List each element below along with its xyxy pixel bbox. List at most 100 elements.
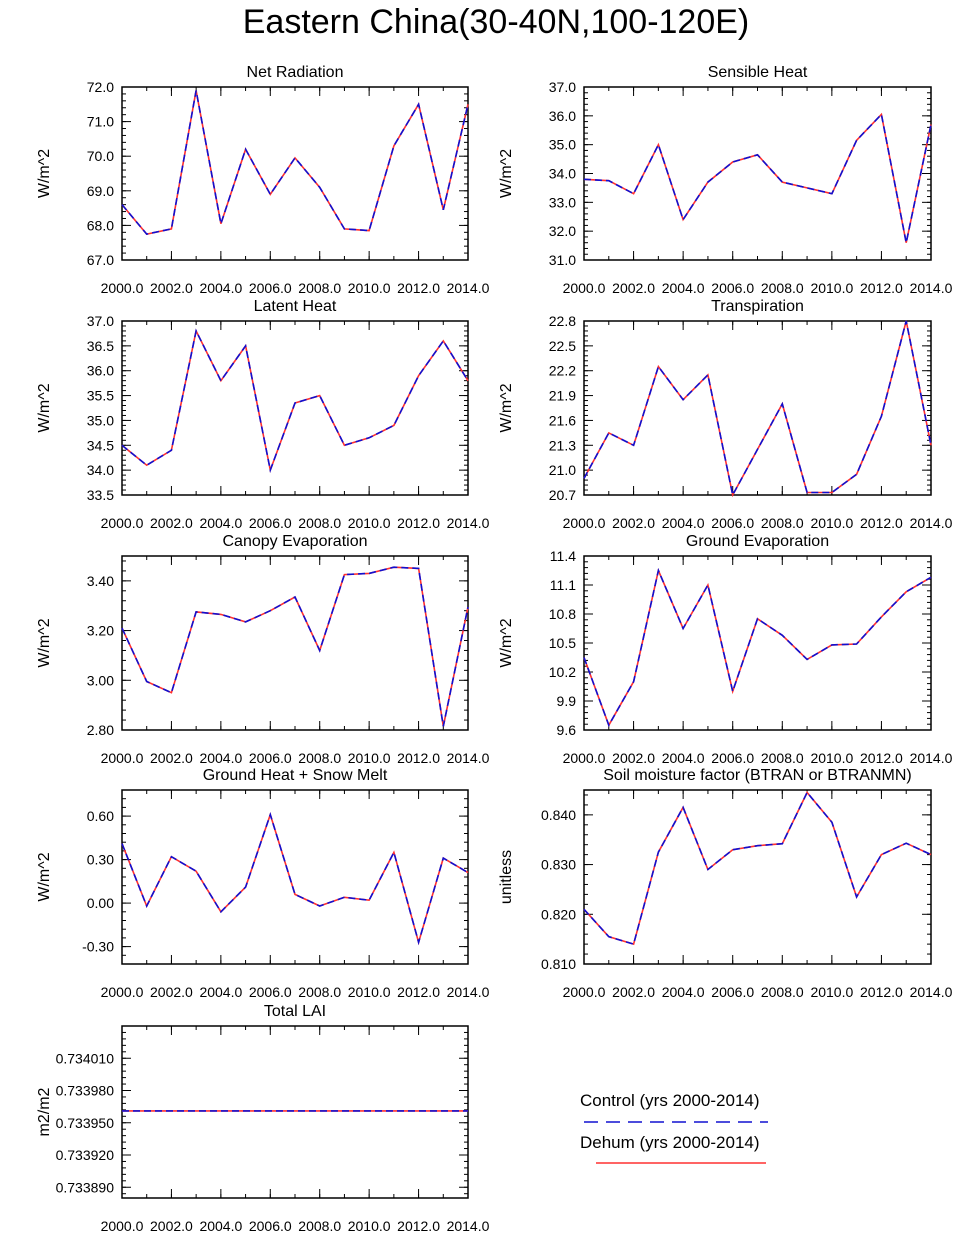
y-tick-label: 0.830 xyxy=(541,857,576,873)
x-tick-label: 2000.0 xyxy=(563,750,606,766)
y-tick-label: 68.0 xyxy=(87,217,114,233)
y-axis-label: W/m^2 xyxy=(36,852,53,901)
x-tick-label: 2004.0 xyxy=(662,515,705,531)
x-tick-label: 2008.0 xyxy=(761,984,804,1000)
series-line-dehum xyxy=(121,328,469,474)
x-tick-label: 2014.0 xyxy=(447,515,490,531)
x-tick-label: 2008.0 xyxy=(298,515,341,531)
panel-title: Ground Evaporation xyxy=(686,533,829,550)
y-tick-label: 34.0 xyxy=(549,166,576,182)
x-tick-label: 2012.0 xyxy=(397,515,440,531)
x-tick-label: 2010.0 xyxy=(348,984,391,1000)
x-tick-label: 2002.0 xyxy=(612,984,655,1000)
x-tick-label: 2002.0 xyxy=(150,515,193,531)
x-tick-label: 2014.0 xyxy=(910,515,953,531)
x-tick-label: 2006.0 xyxy=(711,750,754,766)
plot-frame xyxy=(121,86,469,261)
x-tick-label: 2012.0 xyxy=(397,750,440,766)
y-tick-label: 71.0 xyxy=(87,114,114,130)
y-tick-label: 22.5 xyxy=(549,338,576,354)
plot-frame xyxy=(583,555,932,731)
x-tick-label: 2002.0 xyxy=(150,984,193,1000)
series-line-dehum xyxy=(121,812,469,946)
y-tick-label: 0.733950 xyxy=(56,1115,115,1131)
y-tick-label: 21.3 xyxy=(549,437,576,453)
x-tick-label: 2000.0 xyxy=(563,984,606,1000)
y-tick-label: -0.30 xyxy=(82,939,114,955)
panel-9: Total LAI m2/m2 2000.0 2002.0 2004.0 2006.0 20… xyxy=(36,1003,490,1233)
y-tick-label: 3.20 xyxy=(87,623,114,639)
x-tick-label: 2000.0 xyxy=(101,984,144,1000)
legend: Control (yrs 2000-2014) Dehum (yrs 2000-… xyxy=(580,1091,768,1164)
legend-control-label: Control (yrs 2000-2014) xyxy=(580,1091,760,1110)
y-tick-label: 70.0 xyxy=(87,148,114,164)
y-axis-label: W/m^2 xyxy=(498,383,515,432)
y-tick-label: 2.80 xyxy=(87,722,114,738)
y-tick-label: 10.8 xyxy=(549,606,576,622)
y-tick-label: 72.0 xyxy=(87,79,114,95)
y-tick-label: 0.733980 xyxy=(56,1083,115,1099)
x-tick-label: 2008.0 xyxy=(298,750,341,766)
y-axis-label: unitless xyxy=(498,850,515,904)
y-tick-label: 0.840 xyxy=(541,807,576,823)
x-tick-label: 2006.0 xyxy=(711,515,754,531)
y-tick-label: 9.9 xyxy=(557,693,577,709)
x-tick-label: 2012.0 xyxy=(860,750,903,766)
x-tick-label: 2010.0 xyxy=(810,750,853,766)
x-tick-label: 2010.0 xyxy=(348,515,391,531)
y-tick-label: 37.0 xyxy=(549,79,576,95)
x-tick-label: 2006.0 xyxy=(249,280,292,296)
panel-3: Latent Heat W/m^2 2000.0 2002.0 2004.0 2006.0… xyxy=(36,298,490,531)
x-tick-label: 2008.0 xyxy=(298,280,341,296)
x-tick-label: 2004.0 xyxy=(662,750,705,766)
plot-frame xyxy=(583,320,932,496)
y-tick-label: 22.2 xyxy=(549,363,576,379)
x-tick-label: 2002.0 xyxy=(150,750,193,766)
series-line-dehum xyxy=(121,566,469,727)
x-tick-label: 2000.0 xyxy=(101,1218,144,1233)
panel-1: Net Radiation W/m^2 2000.0 2002.0 2004.0 2006… xyxy=(36,64,490,296)
x-tick-label: 2006.0 xyxy=(249,750,292,766)
y-tick-label: 21.9 xyxy=(549,388,576,404)
x-tick-label: 2006.0 xyxy=(249,984,292,1000)
x-tick-label: 2004.0 xyxy=(662,984,705,1000)
x-tick-label: 2010.0 xyxy=(810,984,853,1000)
panel-title: Ground Heat + Snow Melt xyxy=(203,767,388,784)
y-axis-label: W/m^2 xyxy=(498,618,515,667)
x-tick-label: 2004.0 xyxy=(199,984,242,1000)
series-line-control xyxy=(583,791,932,946)
y-tick-label: 34.5 xyxy=(87,437,114,453)
plot-frame xyxy=(121,1025,469,1199)
y-tick-label: 36.0 xyxy=(87,363,114,379)
x-tick-label: 2006.0 xyxy=(711,280,754,296)
x-tick-label: 2012.0 xyxy=(860,515,903,531)
figure-title: Eastern China(30-40N,100-120E) xyxy=(243,3,750,41)
x-tick-label: 2000.0 xyxy=(563,515,606,531)
y-tick-label: 3.00 xyxy=(87,672,114,688)
y-axis-label: W/m^2 xyxy=(36,618,53,667)
y-tick-label: 36.5 xyxy=(87,338,114,354)
series-line-dehum xyxy=(583,791,932,946)
x-tick-label: 2006.0 xyxy=(711,984,754,1000)
y-tick-label: 31.0 xyxy=(549,252,576,268)
y-tick-label: 9.6 xyxy=(557,722,577,738)
panel-5: Canopy Evaporation W/m^2 2000.0 2002.0 2004.… xyxy=(36,533,490,766)
y-tick-label: 21.0 xyxy=(549,462,576,478)
plot-frame xyxy=(583,86,932,261)
legend-dehum-label: Dehum (yrs 2000-2014) xyxy=(580,1133,760,1152)
panel-title: Sensible Heat xyxy=(708,64,808,81)
y-tick-label: 20.7 xyxy=(549,487,576,503)
panel-title: Latent Heat xyxy=(254,298,337,315)
x-tick-label: 2010.0 xyxy=(810,280,853,296)
x-tick-label: 2012.0 xyxy=(397,984,440,1000)
x-tick-label: 2014.0 xyxy=(447,280,490,296)
y-tick-label: 35.5 xyxy=(87,388,114,404)
x-tick-label: 2008.0 xyxy=(761,750,804,766)
x-tick-label: 2012.0 xyxy=(397,280,440,296)
y-axis-label: W/m^2 xyxy=(36,149,53,198)
y-axis-label: W/m^2 xyxy=(498,149,515,198)
plot-frame xyxy=(121,555,469,731)
y-tick-label: 21.6 xyxy=(549,412,576,428)
y-tick-label: 10.2 xyxy=(549,664,576,680)
y-tick-label: 0.60 xyxy=(87,808,114,824)
